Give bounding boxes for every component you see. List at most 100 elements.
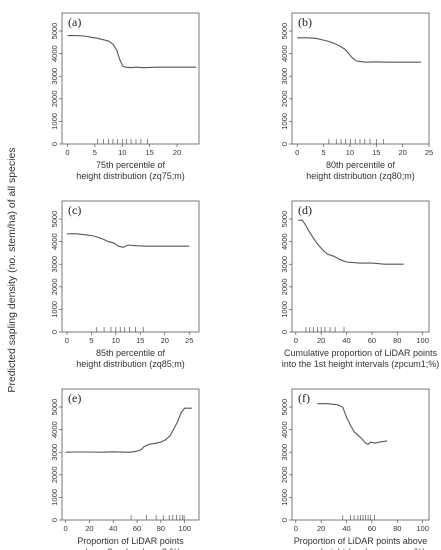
series-line xyxy=(65,407,192,453)
x-tick-label: 15 xyxy=(372,148,380,157)
x-axis-label: 75th percentile of xyxy=(96,160,166,170)
x-tick-label: 40 xyxy=(109,524,117,533)
series-line xyxy=(66,233,190,248)
y-tick-label: 4000 xyxy=(50,421,59,438)
chart-panel-6: 0 1000 2000 3000 4000 5000 0 20 40 60 80 100 (f) Prop… xyxy=(280,388,430,550)
x-axis-label: height distribution (zq75;m) xyxy=(76,171,185,181)
x-tick-label: 20 xyxy=(161,336,169,345)
panel-label: (c) xyxy=(68,203,81,217)
x-tick-label: 0 xyxy=(294,336,298,345)
x-axis-label: 85th percentile of xyxy=(96,348,166,358)
y-tick-label: 1000 xyxy=(50,489,59,506)
y-tick-label: 4000 xyxy=(280,421,289,438)
x-tick-label: 0 xyxy=(295,148,299,157)
y-tick-label: 3000 xyxy=(280,256,289,273)
x-tick-label: 5 xyxy=(322,148,326,157)
plot-frame xyxy=(291,388,430,521)
y-tick-label: 3000 xyxy=(280,68,289,85)
x-tick-label: 100 xyxy=(416,336,429,345)
x-tick-label: 0 xyxy=(294,524,298,533)
x-tick-label: 80 xyxy=(393,524,401,533)
plot-frame xyxy=(61,12,200,145)
x-tick-label: 20 xyxy=(317,336,325,345)
x-tick-label: 20 xyxy=(85,524,93,533)
chart-panel-5: 0 1000 2000 3000 4000 5000 0 20 40 60 80 100 (e) Prop… xyxy=(50,388,200,550)
y-tick-label: 3000 xyxy=(50,256,59,273)
x-axis-label: height distribution (zq85;m) xyxy=(76,359,185,369)
x-axis-label: Proportion of LiDAR points xyxy=(77,536,184,546)
x-tick-label: 80 xyxy=(157,524,165,533)
x-tick-label: 15 xyxy=(136,336,144,345)
x-tick-label: 20 xyxy=(317,524,325,533)
panel-label: (e) xyxy=(68,391,81,405)
y-tick-label: 5000 xyxy=(280,211,289,228)
y-tick-label: 2000 xyxy=(280,278,289,295)
x-axis-label: mean height (pzabovezmean;%) xyxy=(296,547,426,550)
x-tick-label: 10 xyxy=(118,148,126,157)
y-tick-label: 2000 xyxy=(280,466,289,483)
series-line xyxy=(298,219,404,265)
x-axis-label: into the 1st height intervals (zpcum1;%) xyxy=(282,359,440,369)
x-axis-label: above 2 m (pzabove2;%) xyxy=(80,547,180,550)
y-tick-label: 2000 xyxy=(50,90,59,107)
panel-label: (d) xyxy=(298,203,312,217)
y-tick-label: 2000 xyxy=(50,466,59,483)
y-tick-label: 5000 xyxy=(280,399,289,416)
y-tick-label: 0 xyxy=(280,142,289,146)
y-tick-label: 0 xyxy=(280,330,289,334)
x-tick-label: 0 xyxy=(65,336,69,345)
chart-panel-1: 0 1000 2000 3000 4000 5000 0 5 10 15 20 (a) 75th per… xyxy=(50,12,200,181)
y-tick-label: 4000 xyxy=(50,233,59,250)
x-tick-label: 0 xyxy=(63,524,67,533)
y-tick-label: 3000 xyxy=(50,444,59,461)
y-tick-label: 0 xyxy=(280,518,289,522)
y-tick-label: 5000 xyxy=(50,23,59,40)
chart-panel-3: 0 1000 2000 3000 4000 5000 0 5 10 15 20 25 (c) 85th p… xyxy=(50,200,200,369)
panel-label: (a) xyxy=(68,15,81,29)
x-tick-label: 25 xyxy=(185,336,193,345)
x-tick-label: 40 xyxy=(342,336,350,345)
x-tick-label: 60 xyxy=(368,524,376,533)
y-tick-label: 0 xyxy=(50,518,59,522)
x-tick-label: 0 xyxy=(65,148,69,157)
y-tick-label: 4000 xyxy=(280,233,289,250)
plot-frame xyxy=(291,200,430,333)
x-tick-label: 80 xyxy=(393,336,401,345)
plot-frame xyxy=(291,12,430,145)
x-tick-label: 20 xyxy=(398,148,406,157)
y-tick-label: 3000 xyxy=(50,68,59,85)
x-tick-label: 60 xyxy=(368,336,376,345)
y-tick-label: 1000 xyxy=(280,113,289,130)
series-line xyxy=(297,37,422,63)
series-line xyxy=(317,403,388,445)
y-tick-label: 1000 xyxy=(50,301,59,318)
y-tick-label: 5000 xyxy=(50,399,59,416)
x-axis-label: height distribution (zq80;m) xyxy=(306,171,415,181)
x-axis-label: 80th percentile of xyxy=(326,160,396,170)
y-tick-label: 4000 xyxy=(280,45,289,62)
x-tick-label: 5 xyxy=(93,148,97,157)
x-tick-label: 10 xyxy=(112,336,120,345)
y-tick-label: 1000 xyxy=(50,113,59,130)
x-axis-label: Cumulative proportion of LiDAR points xyxy=(284,348,438,358)
x-tick-label: 25 xyxy=(425,148,433,157)
y-tick-label: 0 xyxy=(50,142,59,146)
plot-frame xyxy=(61,200,200,333)
x-tick-label: 20 xyxy=(173,148,181,157)
chart-panel-2: 0 1000 2000 3000 4000 5000 0 5 10 15 20 25 (b) 80th p… xyxy=(280,12,433,181)
x-axis-label: Proportion of LiDAR points above xyxy=(294,536,428,546)
y-tick-label: 3000 xyxy=(280,444,289,461)
x-tick-label: 10 xyxy=(346,148,354,157)
chart-panel-4: 0 1000 2000 3000 4000 5000 0 20 40 60 80 100 (d) Cumu… xyxy=(280,200,440,369)
x-tick-label: 100 xyxy=(416,524,429,533)
series-line xyxy=(67,35,197,69)
y-tick-label: 5000 xyxy=(280,23,289,40)
y-tick-label: 5000 xyxy=(50,211,59,228)
panel-label: (b) xyxy=(298,15,312,29)
x-tick-label: 5 xyxy=(89,336,93,345)
y-tick-label: 1000 xyxy=(280,301,289,318)
plot-frame xyxy=(61,388,200,521)
y-tick-label: 1000 xyxy=(280,489,289,506)
x-tick-label: 100 xyxy=(178,524,191,533)
